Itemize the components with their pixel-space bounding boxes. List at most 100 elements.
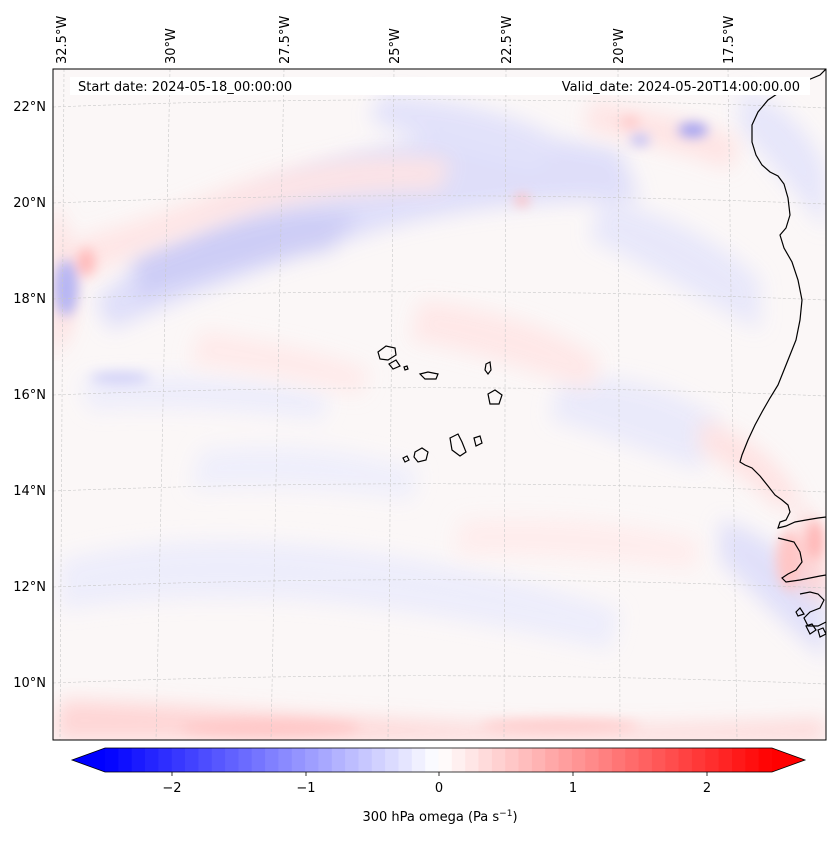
colorbar: −2 −1 0 1 2 300 hPa omega (Pa s−1) — [70, 747, 807, 825]
parallel-10n — [53, 675, 826, 685]
colorbar-segment — [611, 748, 626, 772]
colorbar-segment — [691, 748, 706, 772]
graticule — [53, 69, 826, 740]
cape-verde-sao-vicente — [388, 359, 401, 370]
colorbar-segment — [718, 748, 733, 772]
lat-label-22n: 22°N — [13, 100, 46, 115]
colorbar-segment — [505, 748, 520, 772]
parallel-14n — [53, 483, 826, 493]
cape-verde-brava — [402, 455, 410, 463]
colorbar-label-sup: −1 — [499, 809, 512, 819]
lat-label-20n: 20°N — [13, 196, 46, 211]
colorbar-segment — [571, 748, 586, 772]
colorbar-segment — [171, 748, 186, 772]
colorbar-segment — [278, 748, 293, 772]
colorbar-label: 300 hPa omega (Pa s−1) — [362, 809, 517, 825]
colorbar-segment — [105, 748, 119, 772]
colorbar-segment — [678, 748, 693, 772]
date-banner — [70, 77, 810, 95]
colorbar-segment — [318, 748, 333, 772]
colorbar-segment — [198, 748, 213, 772]
cape-verde-santo-antao — [377, 345, 397, 361]
africa-coastline — [739, 69, 826, 529]
colorbar-segment — [598, 748, 613, 772]
colorbar-segment — [145, 748, 159, 772]
colorbar-segment — [531, 748, 546, 772]
cb-tick-label: −1 — [296, 781, 315, 796]
latitude-labels: 22°N 20°N 18°N 16°N 14°N 12°N 10°N — [13, 100, 46, 691]
senegal-coast — [777, 537, 826, 583]
lon-label-32.5w: 32.5°W — [55, 16, 70, 64]
bissagos-island-2 — [817, 627, 826, 638]
cb-tick-label: −2 — [162, 781, 181, 796]
colorbar-tick-labels: −2 −1 0 1 2 — [162, 781, 711, 796]
colorbar-segment — [478, 748, 493, 772]
lon-label-20w: 20°W — [612, 28, 627, 64]
colorbar-segment — [345, 748, 360, 772]
map-panel: Start date: 2024-05-18_00:00:00 Valid_da… — [13, 16, 827, 741]
bissagos-island-1 — [805, 623, 817, 635]
colorbar-segment — [211, 748, 226, 772]
colorbar-segment — [385, 748, 400, 772]
colorbar-segment — [545, 748, 560, 772]
colorbar-segment — [625, 748, 640, 772]
colorbar-extend-min — [72, 748, 105, 772]
colorbar-segment — [411, 748, 426, 772]
lat-label-10n: 10°N — [13, 676, 46, 691]
lon-label-30w: 30°W — [164, 28, 179, 64]
cape-verde-santa-luzia — [403, 365, 409, 371]
colorbar-label-main: 300 hPa omega (Pa s — [362, 810, 499, 825]
omega-field — [53, 90, 826, 740]
lon-label-17.5w: 17.5°W — [722, 16, 737, 64]
colorbar-segment — [518, 748, 533, 772]
colorbar-segment — [491, 748, 506, 772]
meridian-22.5w — [503, 69, 507, 740]
meridian-32.5w — [59, 69, 65, 740]
map-border — [52, 68, 827, 741]
lat-label-16n: 16°N — [13, 388, 46, 403]
colorbar-segment — [225, 748, 239, 772]
colorbar-segment — [185, 748, 199, 772]
parallel-18n — [53, 291, 826, 301]
meridian-27.5w — [270, 69, 285, 740]
colorbar-segment — [265, 748, 280, 772]
cb-tick-label: 2 — [703, 781, 711, 796]
cape-verde-boa-vista — [487, 389, 503, 405]
parallel-20n — [53, 195, 826, 205]
start-date: Start date: 2024-05-18_00:00:00 — [78, 80, 292, 95]
colorbar-outline — [70, 747, 807, 773]
colorbar-segment — [158, 748, 173, 772]
cape-verde-sal — [484, 361, 492, 375]
colorbar-segment — [331, 748, 346, 772]
colorbar-segment — [358, 748, 373, 772]
lat-label-14n: 14°N — [13, 484, 46, 499]
colorbar-label-end: ) — [512, 810, 517, 825]
colorbar-segment — [651, 748, 666, 772]
colorbar-segment — [465, 748, 480, 772]
colorbar-segment — [251, 748, 266, 772]
cape-verde-fogo — [413, 447, 429, 463]
colorbar-segment — [731, 748, 746, 772]
colorbar-segment — [425, 748, 440, 772]
colorbar-segment — [638, 748, 653, 772]
cape-verde-sao-nicolau — [418, 371, 439, 380]
coastlines — [377, 69, 826, 638]
lat-label-12n: 12°N — [13, 580, 46, 595]
colorbar-segment — [705, 748, 720, 772]
colorbar-segment — [438, 748, 453, 772]
cb-tick-label: 1 — [569, 781, 577, 796]
colorbar-segment — [665, 748, 680, 772]
meridian-30w — [155, 69, 171, 740]
lat-label-18n: 18°N — [13, 292, 46, 307]
colorbar-tick-marks — [171, 772, 708, 776]
longitude-labels: 32.5°W 30°W 27.5°W 25°W 22.5°W 20°W 17.5… — [55, 16, 737, 64]
colorbar-segment — [558, 748, 573, 772]
colorbar-segment — [745, 748, 760, 772]
meridian-17.5w — [727, 69, 738, 740]
cape-verde-maio — [473, 435, 483, 447]
colorbar-segment — [291, 748, 306, 772]
colorbar-segment — [758, 748, 773, 772]
cb-tick-label: 0 — [435, 781, 443, 796]
colorbar-segments — [72, 748, 805, 772]
